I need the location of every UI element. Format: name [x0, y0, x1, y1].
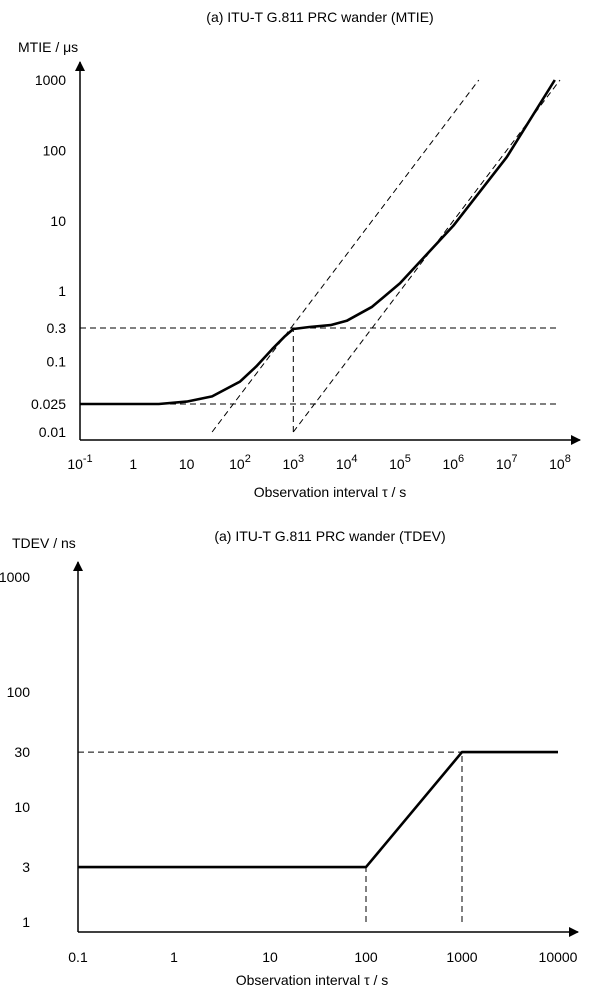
data-series	[78, 750, 558, 869]
x-tick-labels: 10-1 1 10 102 103 104 105 106 107 108	[67, 453, 571, 472]
y-tick-label: 1	[22, 914, 30, 930]
series-line	[78, 750, 558, 869]
x-axis-label: Observation interval τ / s	[254, 484, 407, 500]
x-tick-label: 10	[262, 949, 278, 965]
chart-title: (a) ITU-T G.811 PRC wander (MTIE)	[206, 9, 433, 25]
y-tick-label: 30	[14, 744, 30, 760]
dashed-line	[211, 79, 480, 433]
y-tick-labels: 1 3 10 30 100 1000	[0, 569, 30, 930]
x-tick-label: 10	[179, 456, 195, 472]
y-tick-label: 0.1	[47, 354, 67, 370]
x-tick-label: 108	[549, 453, 571, 472]
mtie-chart: (a) ITU-T G.811 PRC wander (MTIE) MTIE /…	[18, 9, 581, 500]
x-tick-label: 100	[354, 949, 378, 965]
x-tick-label: 102	[229, 453, 251, 472]
y-tick-label: 3	[22, 859, 30, 875]
x-tick-label: 1	[129, 456, 137, 472]
y-tick-label: 100	[43, 142, 67, 158]
x-tick-label: 10000	[539, 949, 578, 965]
series-line	[80, 79, 556, 406]
x-tick-label: 1	[170, 949, 178, 965]
x-tick-label: 10-1	[67, 453, 92, 472]
y-tick-label: 1000	[35, 72, 66, 88]
tdev-chart: (a) ITU-T G.811 PRC wander (TDEV) TDEV /…	[0, 528, 579, 988]
y-tick-label: 1	[58, 283, 66, 299]
y-tick-label: 0.3	[47, 320, 67, 336]
y-axis-label: MTIE / μs	[18, 39, 78, 55]
y-tick-label: 0.01	[39, 424, 66, 440]
dashed-reference-lines	[78, 751, 463, 922]
x-tick-label: 106	[442, 453, 464, 472]
x-tick-label: 0.1	[68, 949, 88, 965]
x-tick-label: 1000	[446, 949, 477, 965]
x-tick-labels: 0.1 1 10 100 1000 10000	[68, 949, 577, 965]
y-axis-label: TDEV / ns	[12, 535, 76, 551]
x-tick-label: 105	[389, 453, 411, 472]
y-tick-label: 0.025	[31, 396, 66, 412]
data-series	[80, 79, 556, 406]
y-tick-label: 1000	[0, 569, 30, 585]
y-tick-label: 10	[50, 213, 66, 229]
y-tick-label: 10	[14, 799, 30, 815]
x-tick-label: 107	[496, 453, 518, 472]
chart-title: (a) ITU-T G.811 PRC wander (TDEV)	[214, 528, 445, 544]
y-tick-label: 100	[7, 684, 31, 700]
x-tick-label: 103	[282, 453, 304, 472]
x-axis-label: Observation interval τ / s	[236, 972, 389, 988]
y-tick-labels: 0.01 0.025 0.1 0.3 1 10 100 1000	[31, 72, 66, 440]
dashed-reference-lines	[80, 79, 561, 433]
x-tick-label: 104	[336, 453, 358, 472]
